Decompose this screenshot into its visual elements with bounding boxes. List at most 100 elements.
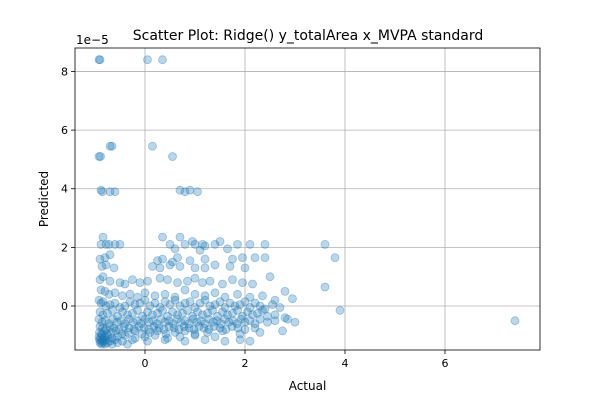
scatter-point <box>96 152 105 161</box>
x-tick-label: 4 <box>342 357 349 370</box>
scatter-point <box>94 314 104 324</box>
scatter-point <box>210 260 220 270</box>
scatter-point <box>143 55 152 65</box>
scatter-point <box>163 275 172 285</box>
scatter-point <box>140 295 150 305</box>
scatter-point <box>109 263 119 273</box>
scatter-point <box>101 239 111 249</box>
scatter-point <box>228 254 237 264</box>
scatter-point <box>200 319 210 329</box>
scatter-point <box>117 329 127 339</box>
scatter-point <box>330 253 340 263</box>
scatter-point <box>170 327 180 337</box>
scatter-point <box>104 319 114 329</box>
scatter-point <box>232 319 242 329</box>
scatter-point <box>165 260 175 270</box>
scatter-point <box>200 263 210 273</box>
scatter-point <box>185 256 195 266</box>
scatter-point <box>120 319 130 329</box>
axis-ticks: 0 2 4 6 0 2 4 6 8 <box>61 65 449 370</box>
scatter-point <box>153 256 162 266</box>
scatter-point <box>98 338 108 348</box>
scatter-point <box>148 261 157 271</box>
scatter-point <box>101 260 111 270</box>
scatter-point <box>95 275 105 285</box>
scatter-point <box>250 253 260 263</box>
scatter-point <box>152 319 162 329</box>
scatter-point <box>176 317 186 327</box>
scatter-point <box>103 308 112 318</box>
scatter-point <box>124 314 134 324</box>
scatter-point <box>170 292 180 302</box>
scatter-point <box>175 301 185 311</box>
scatter-point <box>99 326 109 336</box>
scatter-point <box>107 339 117 349</box>
scatter-point <box>233 323 243 333</box>
scatter-point <box>115 278 125 288</box>
scatter-point <box>125 289 135 299</box>
x-tick-label: 6 <box>442 357 449 370</box>
scatter-point <box>96 185 106 195</box>
scatter-point <box>140 288 150 298</box>
scatter-point <box>180 285 190 295</box>
scatter-point <box>106 327 116 337</box>
scatter-point <box>155 273 165 283</box>
scatter-point <box>105 276 115 286</box>
scatter-point <box>220 336 230 346</box>
scatter-point <box>280 313 290 323</box>
scatter-point <box>235 329 245 339</box>
scatter-point <box>150 291 160 301</box>
scatter-point <box>233 289 242 299</box>
scatter-point <box>215 297 225 307</box>
scatter-point <box>163 333 172 343</box>
scatter-point <box>168 307 177 317</box>
scatter-point <box>102 329 112 339</box>
scatter-point <box>110 288 120 298</box>
scatter-point <box>130 333 140 343</box>
scatter-point <box>190 329 200 339</box>
scatter-point <box>179 322 189 331</box>
scatter-point <box>100 253 110 263</box>
scatter-point <box>119 322 129 331</box>
scatter-point <box>98 323 107 333</box>
scatter-point <box>132 316 142 326</box>
scatter-point <box>248 279 257 289</box>
scatter-point <box>183 305 192 315</box>
scatter-point <box>265 272 275 282</box>
scatter-point <box>203 327 212 337</box>
scatter-point <box>250 298 260 308</box>
scatter-point <box>118 336 127 346</box>
scatter-point <box>240 317 250 327</box>
scatter-point <box>210 300 220 310</box>
scatter-point <box>128 335 137 345</box>
scatter-point <box>107 141 117 151</box>
scatter-point <box>148 310 157 320</box>
scatter-point <box>168 257 177 267</box>
scatter-point <box>101 335 111 345</box>
scatter-point <box>168 319 178 329</box>
scatter-point <box>204 314 214 324</box>
scatter-point <box>238 278 247 288</box>
scatter-point <box>189 325 199 334</box>
scatter-point <box>245 316 255 326</box>
scatter-point <box>173 310 182 320</box>
scatter-point <box>320 239 330 249</box>
scatter-point <box>95 55 105 65</box>
scatter-point <box>233 239 242 249</box>
scatter-point <box>209 322 219 331</box>
scatter-point <box>156 314 166 324</box>
scatter-point <box>161 329 171 339</box>
scatter-point <box>105 336 115 346</box>
scatter-point <box>240 297 250 307</box>
scatter-point <box>320 282 330 292</box>
scatter-point <box>110 298 120 308</box>
scatter-point <box>168 152 177 161</box>
scatter-point <box>198 278 207 288</box>
scatter-point <box>133 305 142 315</box>
scatter-point <box>154 323 164 333</box>
scatter-point <box>103 330 113 340</box>
scatter-point <box>215 323 225 333</box>
scatter-point <box>280 286 290 296</box>
scatter-point <box>98 232 108 242</box>
